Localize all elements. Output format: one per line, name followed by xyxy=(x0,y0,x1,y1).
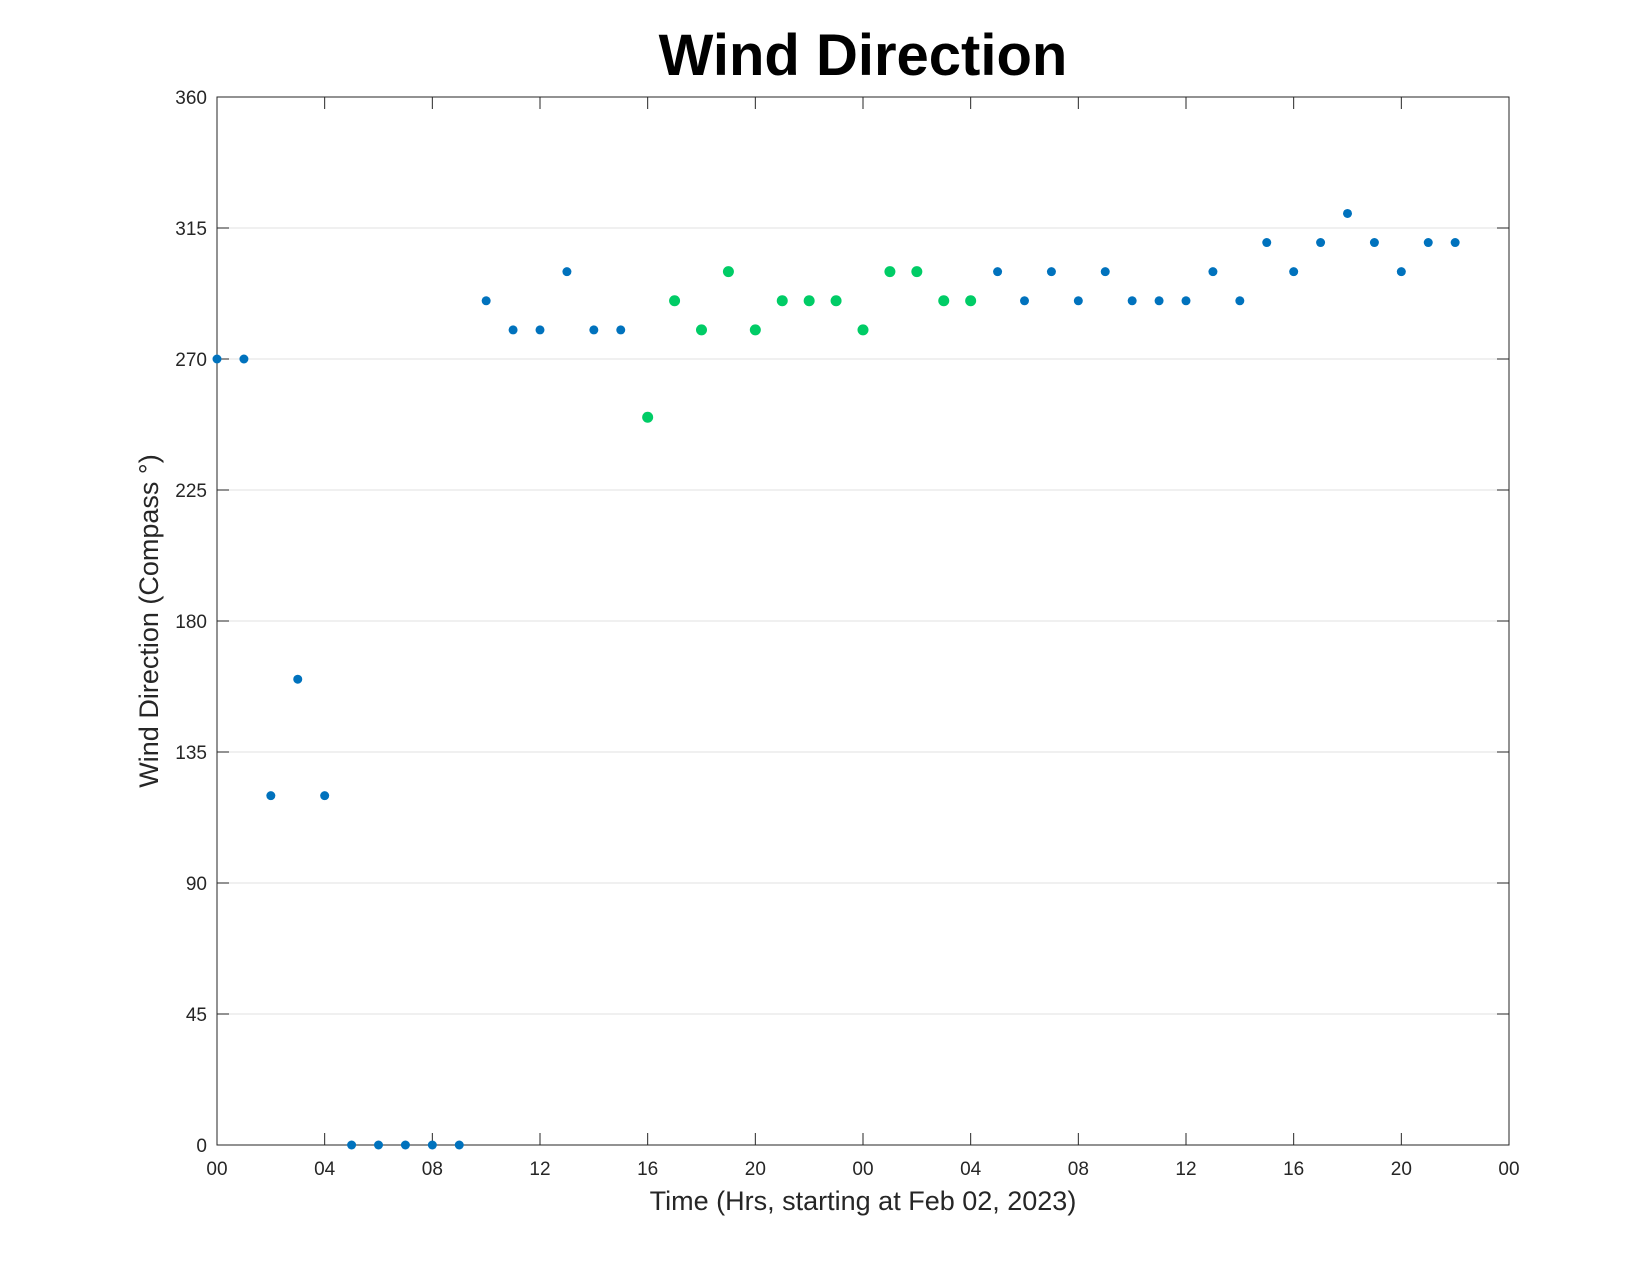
data-point xyxy=(993,267,1003,277)
data-point xyxy=(1073,296,1083,306)
data-point xyxy=(266,791,276,801)
data-point xyxy=(776,295,788,307)
y-tick-label: 90 xyxy=(186,874,207,895)
data-point xyxy=(1262,238,1272,248)
data-point xyxy=(427,1140,437,1150)
y-axis-title: Wind Direction (Compass °) xyxy=(134,454,164,787)
data-point xyxy=(535,325,545,335)
chart-title: Wind Direction xyxy=(659,23,1068,88)
x-tick-label: 16 xyxy=(637,1159,658,1180)
grid-lines xyxy=(217,227,1509,1015)
data-point xyxy=(884,266,896,278)
x-tick-label: 12 xyxy=(529,1159,550,1180)
data-point xyxy=(1450,238,1460,248)
data-point xyxy=(239,354,249,364)
data-point xyxy=(1127,296,1137,306)
data-point xyxy=(1396,267,1406,277)
data-point xyxy=(642,411,654,423)
y-tick-label: 0 xyxy=(196,1136,207,1157)
y-tick-label: 45 xyxy=(186,1005,207,1026)
x-tick-label: 04 xyxy=(314,1159,336,1180)
data-point xyxy=(1181,296,1191,306)
data-point xyxy=(347,1140,357,1150)
data-point xyxy=(320,791,330,801)
y-tick-label: 270 xyxy=(175,350,207,371)
y-tick-label: 180 xyxy=(175,612,207,633)
x-tick-label: 12 xyxy=(1175,1159,1196,1180)
data-point xyxy=(696,324,707,336)
data-point xyxy=(212,354,222,364)
data-point xyxy=(911,266,923,278)
data-point xyxy=(481,296,491,306)
data-point xyxy=(830,295,842,307)
x-tick-label: 16 xyxy=(1283,1159,1304,1180)
data-point xyxy=(1235,296,1245,306)
x-tick-label: 08 xyxy=(1068,1159,1089,1180)
data-point xyxy=(749,324,761,336)
data-point xyxy=(1100,267,1110,277)
y-tick-label: 360 xyxy=(175,88,207,109)
x-tick-label: 20 xyxy=(745,1159,766,1180)
data-point xyxy=(374,1140,383,1150)
data-point xyxy=(562,267,572,277)
data-point xyxy=(454,1140,464,1150)
y-tick-labels: 0 45 90 135 180 225 270 315 360 xyxy=(175,88,207,1157)
x-tick-label: 04 xyxy=(960,1159,982,1180)
data-point xyxy=(857,324,869,336)
data-point xyxy=(722,266,734,278)
data-point xyxy=(938,295,950,307)
data-point xyxy=(508,325,518,335)
y-tick-label: 315 xyxy=(175,219,207,240)
data-point xyxy=(1154,296,1164,306)
data-point xyxy=(1046,267,1056,277)
data-point xyxy=(1343,208,1352,218)
data-points xyxy=(212,208,1460,1150)
data-point xyxy=(803,295,815,307)
data-point xyxy=(589,325,599,335)
x-tick-labels: 00 04 08 12 16 20 00 04 08 12 16 20 00 xyxy=(206,1159,1519,1180)
data-point xyxy=(669,295,681,307)
data-point xyxy=(616,325,626,335)
y-tick-label: 135 xyxy=(175,743,207,764)
data-point xyxy=(1316,238,1326,248)
x-tick-label: 00 xyxy=(1498,1159,1519,1180)
x-tick-label: 08 xyxy=(422,1159,443,1180)
x-tick-label: 00 xyxy=(206,1159,227,1180)
data-point xyxy=(1289,267,1299,277)
data-point xyxy=(1020,296,1029,306)
x-axis-title: Time (Hrs, starting at Feb 02, 2023) xyxy=(650,1186,1077,1216)
axis-ticks xyxy=(216,96,1510,1146)
x-tick-label: 20 xyxy=(1391,1159,1412,1180)
y-tick-label: 225 xyxy=(175,481,207,502)
data-point xyxy=(293,674,303,684)
data-point xyxy=(400,1140,410,1150)
data-point xyxy=(1423,238,1433,248)
data-point xyxy=(965,295,977,307)
data-point xyxy=(1369,238,1379,248)
data-point xyxy=(1208,267,1218,277)
x-tick-label: 00 xyxy=(852,1159,873,1180)
